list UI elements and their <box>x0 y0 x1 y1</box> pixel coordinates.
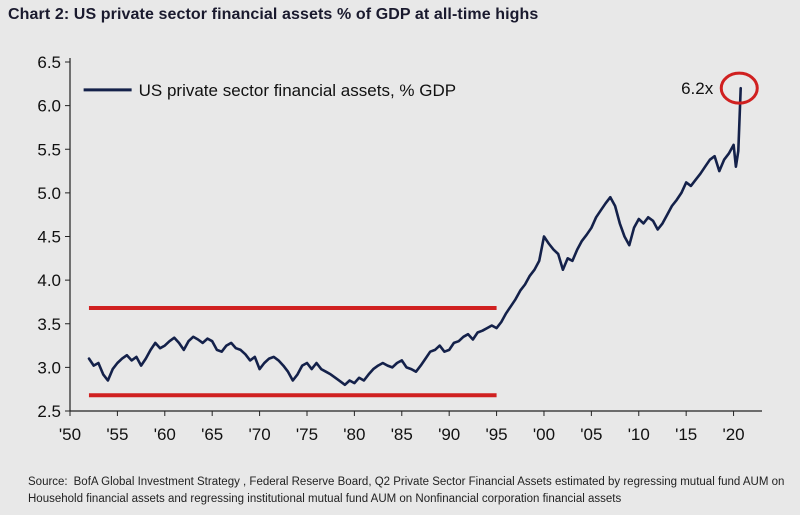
source-text: BofA Global Investment Strategy , Federa… <box>28 476 785 505</box>
x-tick-label: '50 <box>59 425 81 444</box>
highlight-circle <box>719 71 759 105</box>
x-tick-label: '20 <box>722 425 744 444</box>
y-tick-label: 6.5 <box>37 53 61 72</box>
x-tick-label: '75 <box>296 425 318 444</box>
x-tick-label: '15 <box>675 425 697 444</box>
y-tick-label: 5.0 <box>37 184 61 203</box>
y-tick-label: 5.5 <box>37 140 61 159</box>
x-tick-label: '85 <box>391 425 413 444</box>
x-tick-label: '80 <box>343 425 365 444</box>
y-tick-label: 2.5 <box>37 402 61 421</box>
x-tick-label: '05 <box>580 425 602 444</box>
x-tick-label: '10 <box>628 425 650 444</box>
x-tick-label: '00 <box>533 425 555 444</box>
legend-label: US private sector financial assets, % GD… <box>139 81 456 100</box>
y-tick-label: 4.0 <box>37 271 61 290</box>
y-tick-label: 4.5 <box>37 228 61 247</box>
series-line <box>87 86 743 387</box>
x-tick-label: '65 <box>201 425 223 444</box>
chart-title: Chart 2: US private sector financial ass… <box>8 6 539 23</box>
x-tick-label: '95 <box>485 425 507 444</box>
x-tick-label: '70 <box>249 425 271 444</box>
source-note: Source: BofA Global Investment Strategy ,… <box>28 474 788 508</box>
y-tick-label: 6.0 <box>37 97 61 116</box>
y-tick-label: 3.0 <box>37 358 61 377</box>
x-tick-label: '55 <box>106 425 128 444</box>
source-label: Source: <box>28 476 68 488</box>
x-tick-label: '90 <box>438 425 460 444</box>
x-tick-label: '60 <box>154 425 176 444</box>
peak-annotation-label: 6.2x <box>681 79 714 98</box>
y-tick-label: 3.5 <box>37 315 61 334</box>
